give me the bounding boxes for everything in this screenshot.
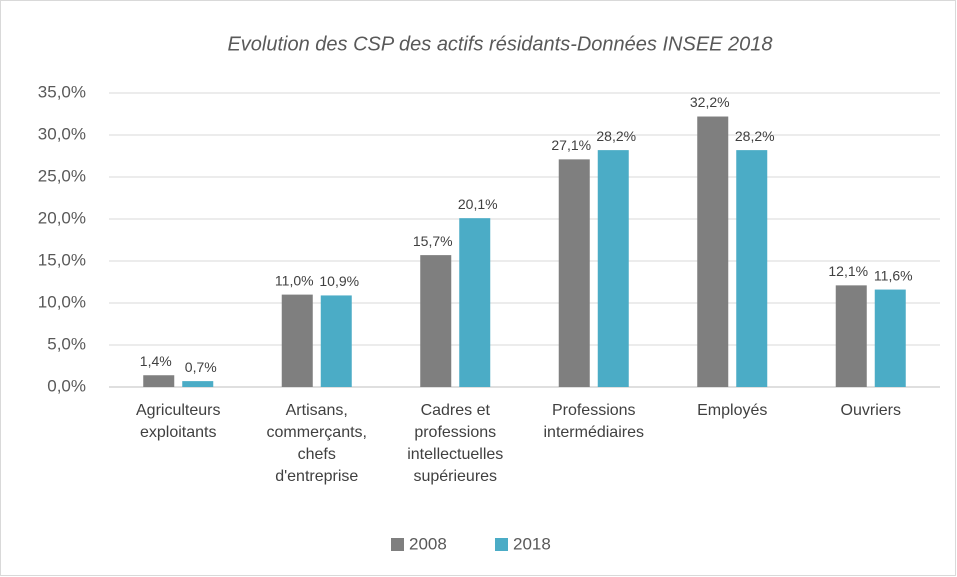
- bar: [736, 150, 768, 387]
- bar: [281, 294, 313, 387]
- data-label: 15,7%: [413, 233, 453, 249]
- bar: [182, 381, 214, 387]
- bar: [558, 159, 590, 387]
- data-label: 32,2%: [690, 94, 730, 110]
- data-label: 0,7%: [185, 359, 217, 375]
- bar: [420, 255, 452, 387]
- y-tick-label: 20,0%: [38, 208, 86, 227]
- x-tick-label: Ouvriers: [840, 402, 901, 419]
- legend-swatch: [495, 538, 508, 551]
- data-label: 28,2%: [596, 128, 636, 144]
- x-tick-label: Agriculteurs exploitants: [136, 402, 221, 441]
- data-label: 12,1%: [828, 263, 868, 279]
- y-tick-label: 10,0%: [38, 292, 86, 311]
- y-tick-label: 25,0%: [38, 166, 86, 185]
- legend-label: 2018: [513, 534, 551, 553]
- x-tick-label: Artisans, commerçants, chefs d'entrepris…: [266, 402, 367, 485]
- y-tick-label: 5,0%: [47, 334, 86, 353]
- data-label: 10,9%: [319, 273, 359, 289]
- bar: [320, 295, 352, 387]
- data-label: 11,0%: [275, 272, 314, 288]
- bar: [143, 375, 175, 387]
- bar: [459, 218, 491, 387]
- data-label: 20,1%: [458, 196, 498, 212]
- bar: [835, 285, 867, 387]
- y-tick-label: 15,0%: [38, 250, 86, 269]
- x-tick-label: Employés: [697, 402, 768, 419]
- data-label: 27,1%: [551, 137, 591, 153]
- x-tick-label: Professions intermédiaires: [543, 402, 644, 441]
- y-tick-label: 0,0%: [47, 376, 86, 395]
- chart-title: Evolution des CSP des actifs résidants-D…: [227, 33, 772, 55]
- data-label: 28,2%: [735, 128, 775, 144]
- bar: [697, 116, 729, 388]
- legend-label: 2008: [409, 534, 447, 553]
- data-label: 1,4%: [140, 353, 172, 369]
- x-tick-label: Cadres et professions intellectuelles su…: [407, 402, 504, 485]
- y-tick-label: 35,0%: [38, 82, 86, 101]
- bar: [874, 289, 906, 387]
- data-label: 11,6%: [874, 267, 913, 283]
- bar: [597, 150, 629, 387]
- legend-swatch: [391, 538, 404, 551]
- y-tick-label: 30,0%: [38, 124, 86, 143]
